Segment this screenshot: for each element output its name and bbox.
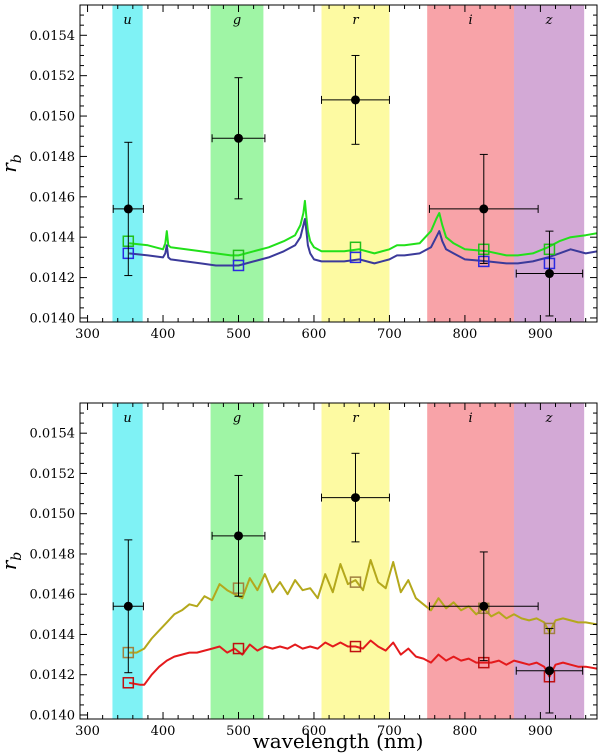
y-tick-label: 0.0142 <box>30 668 76 683</box>
y-tick-label: 0.0142 <box>30 271 76 286</box>
y-axis-title-subscript: b <box>9 154 25 163</box>
observation-point <box>350 493 360 503</box>
y-tick-label: 0.0146 <box>30 588 76 603</box>
y-tick-label: 0.0144 <box>30 231 76 246</box>
observation-point <box>350 95 360 105</box>
band-label-u: u <box>123 411 131 426</box>
band-label-r: r <box>352 411 359 426</box>
x-tick-label: 700 <box>377 327 402 342</box>
band-label-z: z <box>545 411 553 426</box>
x-tick-label: 800 <box>453 724 478 739</box>
band-r <box>321 5 390 322</box>
series-line-model-olive <box>129 559 597 654</box>
band-g <box>210 5 264 322</box>
y-axis-title-main: r <box>0 559 21 570</box>
observation-point <box>123 601 133 611</box>
x-tick-label: 300 <box>75 724 100 739</box>
model-point-model-olive <box>349 576 362 588</box>
y-tick-label: 0.0144 <box>30 628 76 643</box>
y-tick-label: 0.0148 <box>30 150 76 165</box>
x-tick-label: 900 <box>528 327 553 342</box>
plot-frame <box>79 402 598 720</box>
band-i <box>427 5 514 322</box>
series-line-model-red <box>128 639 597 686</box>
series-line-model-blue <box>128 218 597 267</box>
series-line-model-green <box>128 199 597 257</box>
model-point-model-red <box>349 640 362 653</box>
x-tick-label: 600 <box>302 327 327 342</box>
x-tick-label: 600 <box>302 724 327 739</box>
band-i <box>427 403 514 719</box>
x-tick-label: 800 <box>453 327 478 342</box>
model-point-model-red <box>232 642 245 655</box>
y-tick-label: 0.0146 <box>30 190 76 205</box>
band-label-g: g <box>233 13 241 28</box>
panel-bottom: u g r i z 300 400 500 600 700 800 900 0.0140 0.0142 0.… <box>0 402 598 739</box>
y-tick-label: 0.0152 <box>30 467 76 482</box>
y-tick-label: 0.0154 <box>30 427 76 442</box>
band-label-i: i <box>468 411 472 426</box>
band-r <box>321 403 390 719</box>
x-tick-label: 300 <box>75 327 100 342</box>
band-label-u: u <box>123 13 131 28</box>
observation-point <box>233 531 243 541</box>
band-g <box>210 403 264 719</box>
x-tick-label: 500 <box>226 724 251 739</box>
plot-area <box>112 5 597 322</box>
observation-point <box>544 269 554 279</box>
plot-area <box>112 403 597 719</box>
x-tick-label: 700 <box>377 724 402 739</box>
y-tick-label: 0.0150 <box>30 507 76 522</box>
y-axis-title: rb <box>0 154 25 173</box>
band-u <box>112 403 143 719</box>
observation-point <box>123 204 133 214</box>
y-tick-label: 0.0150 <box>30 110 76 125</box>
x-tick-label: 400 <box>151 327 176 342</box>
band-u <box>112 5 143 322</box>
y-tick-label: 0.0140 <box>30 311 76 326</box>
band-label-r: r <box>352 13 359 28</box>
observation-point <box>479 204 489 214</box>
y-tick-label: 0.0152 <box>30 69 76 84</box>
y-tick-label: 0.0154 <box>30 29 76 44</box>
model-point-model-blue <box>232 259 245 272</box>
observation-point <box>233 133 243 143</box>
y-axis-title: rb <box>0 552 25 571</box>
model-point-model-red <box>122 677 135 689</box>
panel-top: u g r i z 300 400 500 600 700 800 900 0.0140 0.0142 0.… <box>0 4 598 342</box>
x-tick-label: 400 <box>151 724 176 739</box>
y-axis-title-subscript: b <box>9 552 25 561</box>
observation-point <box>479 601 489 611</box>
x-axis-title: wavelength (nm) <box>253 729 424 753</box>
y-tick-label: 0.0148 <box>30 547 76 562</box>
observation-point <box>544 666 554 676</box>
band-label-z: z <box>545 13 553 28</box>
band-label-i: i <box>468 13 472 28</box>
model-point-model-blue <box>349 251 362 264</box>
y-tick-label: 0.0140 <box>30 708 76 723</box>
plot-frame <box>79 4 598 323</box>
x-tick-label: 500 <box>226 327 251 342</box>
band-label-g: g <box>233 411 241 426</box>
x-tick-label: 900 <box>528 724 553 739</box>
y-axis-title-main: r <box>0 162 21 173</box>
